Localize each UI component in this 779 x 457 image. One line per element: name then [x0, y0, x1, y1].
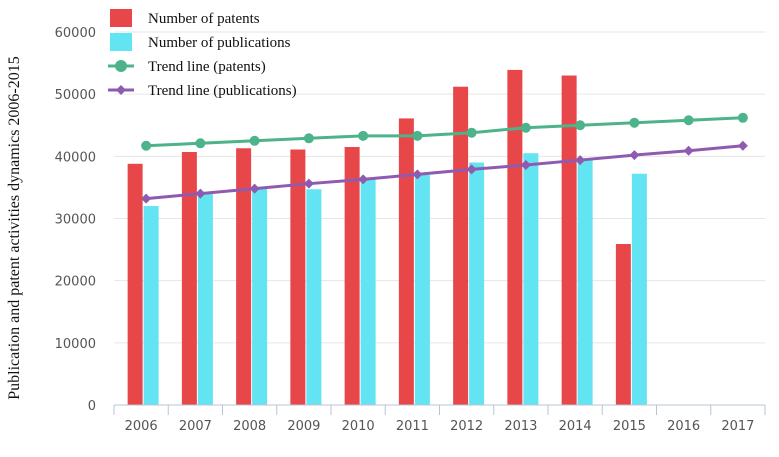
- point-trend-line-patents: [303, 133, 314, 144]
- bar-number-of-patents: [615, 243, 631, 405]
- bar-number-of-publications: [523, 153, 539, 405]
- point-trend-line-patents: [575, 120, 586, 131]
- bars: [127, 69, 647, 406]
- bar-number-of-patents: [507, 69, 523, 406]
- bar-number-of-patents: [236, 148, 252, 406]
- y-tick-label: 50000: [55, 88, 96, 103]
- legend-swatch-number-of-patents: [110, 9, 132, 27]
- bar-number-of-patents: [127, 163, 143, 405]
- x-tick-label: 2012: [450, 419, 483, 434]
- point-trend-line-publications: [466, 164, 477, 175]
- gridlines: [114, 31, 765, 344]
- y-tick-label: 40000: [55, 150, 96, 165]
- x-tick-label: 2015: [613, 419, 646, 434]
- point-trend-line-patents: [629, 117, 640, 128]
- point-trend-line-patents: [195, 138, 206, 149]
- trend-lines: [141, 112, 748, 204]
- bar-number-of-publications: [252, 188, 268, 405]
- x-tick-label: 2014: [559, 419, 592, 434]
- legend-marker-trend-line-publications: [116, 85, 126, 95]
- point-trend-line-publications: [303, 178, 314, 189]
- bar-number-of-publications: [414, 174, 430, 405]
- point-trend-line-patents: [412, 130, 423, 141]
- legend-swatch-number-of-publications: [110, 33, 132, 51]
- point-trend-line-patents: [466, 127, 477, 138]
- bar-number-of-publications: [197, 193, 213, 405]
- point-trend-line-patents: [737, 112, 748, 123]
- y-tick-label: 60000: [55, 26, 96, 41]
- bar-number-of-patents: [453, 86, 469, 405]
- bar-number-of-publications: [577, 159, 593, 405]
- bar-number-of-publications: [360, 179, 376, 405]
- point-trend-line-publications: [141, 193, 152, 204]
- point-trend-line-patents: [141, 140, 152, 151]
- legend: Number of patents Number of publications T…: [108, 9, 297, 99]
- point-trend-line-publications: [683, 145, 694, 156]
- x-tick-label: 2013: [504, 419, 537, 434]
- bar-number-of-patents: [290, 149, 306, 405]
- point-trend-line-patents: [358, 130, 369, 141]
- y-tick-label: 10000: [55, 337, 96, 352]
- y-tick-label: 30000: [55, 213, 96, 228]
- y-tick-label: 0: [88, 399, 96, 414]
- point-trend-line-publications: [195, 188, 206, 199]
- x-tick-label: 2011: [396, 419, 429, 434]
- bar-number-of-publications: [143, 206, 159, 405]
- point-trend-line-patents: [683, 115, 694, 126]
- y-tick-labels: 0 10000 20000 30000 40000 50000 60000: [55, 26, 96, 414]
- point-trend-line-patents: [520, 122, 531, 133]
- point-trend-line-publications: [737, 140, 748, 151]
- bar-number-of-patents: [561, 75, 577, 406]
- line-trend-line-publications: [145, 144, 744, 201]
- point-trend-line-publications: [520, 160, 531, 171]
- axes: [113, 404, 766, 415]
- bar-number-of-patents: [344, 147, 360, 405]
- x-tick-label: 2008: [233, 419, 266, 434]
- point-trend-line-publications: [249, 183, 260, 194]
- x-tick-label: 2007: [179, 419, 212, 434]
- x-tick-label: 2016: [667, 419, 700, 434]
- point-trend-line-patents: [249, 135, 260, 146]
- line-trend-line-patents: [146, 116, 743, 148]
- x-tick-label: 2010: [342, 419, 375, 434]
- bar-number-of-publications: [631, 173, 647, 405]
- legend-label-trend-line-publications: Trend line (publications): [148, 83, 297, 99]
- legend-label-number-of-patents: Number of patents: [148, 11, 260, 27]
- x-tick-label: 2009: [287, 419, 320, 434]
- x-tick-labels: 2006 2007 2008 2009 2010 2011 2012 2013 2014 2015…: [125, 419, 755, 434]
- x-tick-label: 2017: [721, 419, 754, 434]
- bar-number-of-patents: [181, 151, 197, 405]
- point-trend-line-publications: [358, 174, 369, 185]
- legend-label-trend-line-patents: Trend line (patents): [148, 59, 266, 75]
- y-tick-label: 20000: [55, 275, 96, 290]
- bar-number-of-publications: [306, 189, 322, 405]
- legend-label-number-of-publications: Number of publications: [148, 35, 291, 51]
- bar-number-of-patents: [398, 118, 414, 405]
- bar-number-of-publications: [469, 162, 485, 405]
- point-trend-line-publications: [412, 169, 423, 180]
- x-tick-label: 2006: [125, 419, 158, 434]
- point-trend-line-publications: [629, 150, 640, 161]
- y-axis-label: Publication and patent activities dynami…: [6, 56, 23, 399]
- legend-marker-trend-line-patents: [115, 60, 127, 72]
- point-trend-line-publications: [575, 155, 586, 166]
